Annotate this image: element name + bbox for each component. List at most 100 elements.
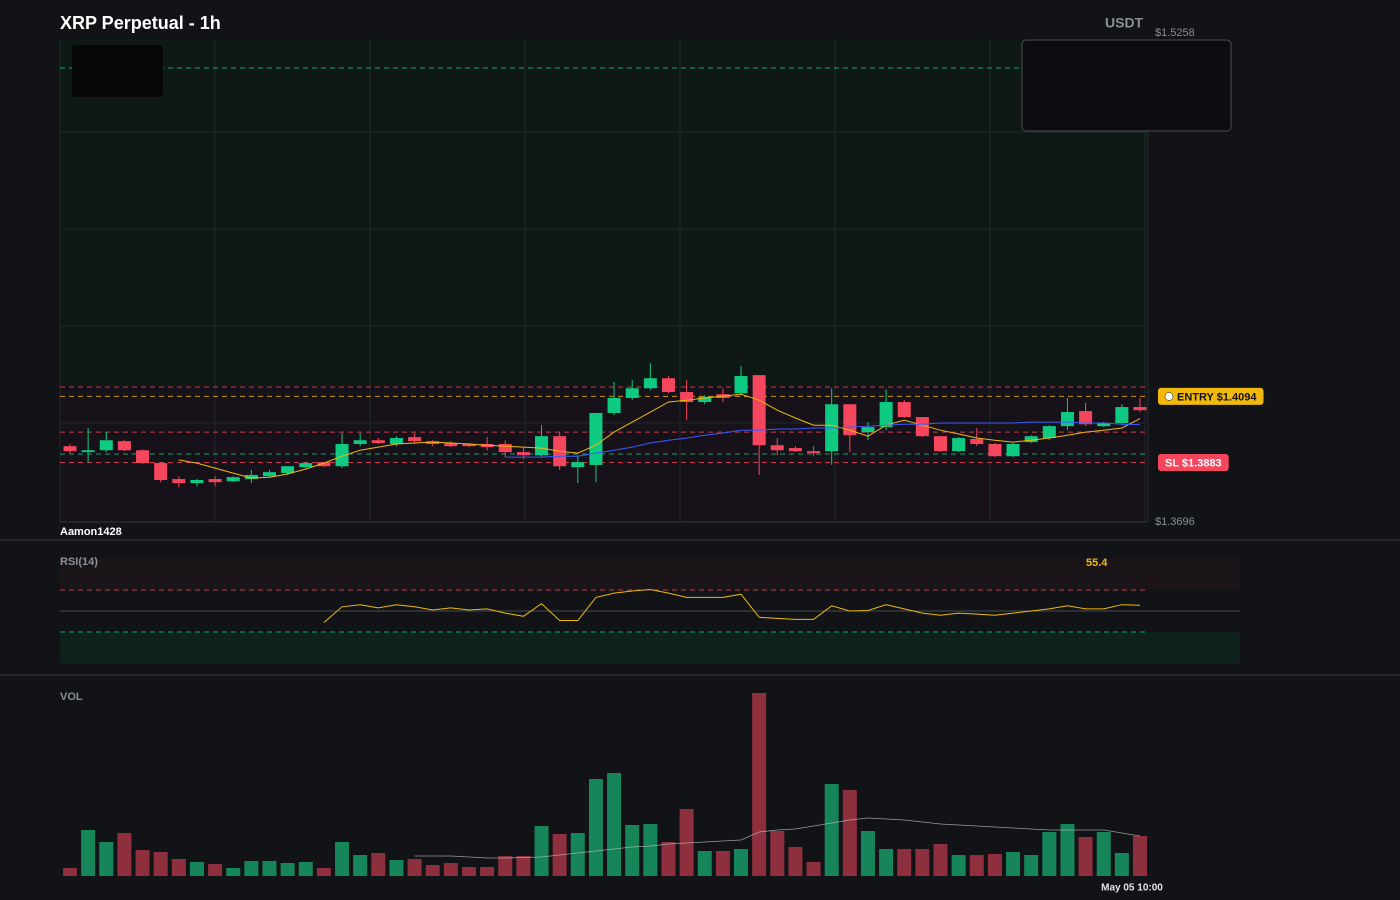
candle-body xyxy=(788,448,802,452)
volume-bar xyxy=(1078,837,1093,876)
volume-title: VOL xyxy=(60,691,83,703)
volume-bar xyxy=(1096,832,1111,876)
candle-body xyxy=(1024,436,1038,443)
volume-bar xyxy=(969,855,984,876)
candle-body xyxy=(226,477,240,482)
volume-bar xyxy=(316,868,331,876)
volume-bar xyxy=(1114,853,1129,876)
volume-bar xyxy=(135,850,150,876)
candle-body xyxy=(607,397,621,413)
moving-average-line xyxy=(505,421,1141,458)
volume-bar xyxy=(679,809,694,876)
volume-bar xyxy=(788,847,803,876)
candle-body xyxy=(1097,423,1111,427)
candle-body xyxy=(952,438,966,452)
volume-bar xyxy=(534,826,549,876)
candle-body xyxy=(897,402,911,418)
y-tick-label: $1.5258 xyxy=(1155,27,1195,39)
rsi-title: RSI(14) xyxy=(60,556,98,568)
candle-body xyxy=(389,438,403,444)
volume-bar xyxy=(715,851,730,876)
moving-average-line xyxy=(178,393,1141,479)
volume-bar xyxy=(607,773,622,876)
volume-bar xyxy=(806,862,821,876)
candle-body xyxy=(190,479,204,484)
volume-bar xyxy=(770,831,785,876)
candle-body xyxy=(770,445,784,451)
candle-body xyxy=(1060,412,1074,427)
volume-bar xyxy=(1042,832,1057,876)
candle-body xyxy=(317,462,331,467)
volume-bar xyxy=(933,844,948,876)
candle-body xyxy=(661,378,675,393)
candle-body xyxy=(643,378,657,389)
volume-bar xyxy=(661,842,676,876)
candle-body xyxy=(571,462,585,468)
volume-bar xyxy=(244,861,259,876)
candle-body xyxy=(1079,411,1093,425)
volume-bar xyxy=(63,868,77,876)
volume-bar xyxy=(625,825,640,876)
candle-body xyxy=(371,440,385,444)
candle-body xyxy=(244,474,258,480)
volume-bar xyxy=(262,861,277,876)
candle-body xyxy=(444,443,458,447)
candle-body xyxy=(299,463,313,468)
watermark: Aamon1428 xyxy=(60,526,122,538)
level-tag-box xyxy=(1158,453,1229,471)
volume-bar xyxy=(480,867,495,876)
candle-body xyxy=(81,450,95,453)
candle-body xyxy=(625,388,639,398)
candle-body xyxy=(970,438,984,444)
candle-body xyxy=(915,417,929,437)
level-tag: SL $1.3883 xyxy=(1158,453,1229,471)
candle-body xyxy=(698,397,712,403)
volume-bar xyxy=(915,849,930,876)
volume-bar xyxy=(226,868,241,876)
volume-bar xyxy=(153,852,168,876)
profit-zone xyxy=(60,40,1148,387)
candle-body xyxy=(63,446,77,452)
volume-bar xyxy=(461,867,476,876)
volume-bar xyxy=(189,862,204,876)
volume-bar xyxy=(81,830,96,876)
volume-bar xyxy=(498,856,513,876)
candle-body xyxy=(117,441,131,451)
candle-body xyxy=(335,443,349,467)
volume-bar xyxy=(897,849,912,876)
volume-bar xyxy=(516,856,531,876)
volume-bar xyxy=(1006,852,1021,876)
candle-body xyxy=(680,392,694,403)
candle-body xyxy=(752,375,766,446)
candle-body xyxy=(208,479,222,483)
candle-body xyxy=(734,376,748,394)
level-tag-label: SL $1.3883 xyxy=(1165,457,1222,469)
candle-body xyxy=(172,479,186,484)
level-tag: ENTRY $1.4094 xyxy=(1158,387,1264,405)
candle-body xyxy=(589,412,603,465)
currency: USDT xyxy=(1105,15,1144,31)
volume-bar xyxy=(1024,855,1039,876)
volume-bar xyxy=(987,854,1002,876)
volume-bar xyxy=(443,863,458,876)
volume-bar xyxy=(1133,836,1147,876)
candle-body xyxy=(988,443,1002,457)
volume-bar xyxy=(280,863,295,876)
oversold-zone xyxy=(60,632,1240,664)
candle-body xyxy=(807,451,821,454)
volume-bar xyxy=(407,859,422,876)
candle-body xyxy=(408,437,422,442)
volume-bar xyxy=(824,784,839,876)
candle-body xyxy=(262,472,276,477)
candle-body xyxy=(1042,426,1056,439)
volume-bar xyxy=(99,842,114,876)
candle-body xyxy=(281,466,295,474)
candle-body xyxy=(516,452,530,456)
volume-bar xyxy=(1060,824,1075,876)
candle-body xyxy=(154,463,168,480)
candle-body xyxy=(99,440,113,451)
volume-bar xyxy=(371,853,386,876)
candle-body xyxy=(136,450,150,464)
volume-bar xyxy=(588,779,603,876)
